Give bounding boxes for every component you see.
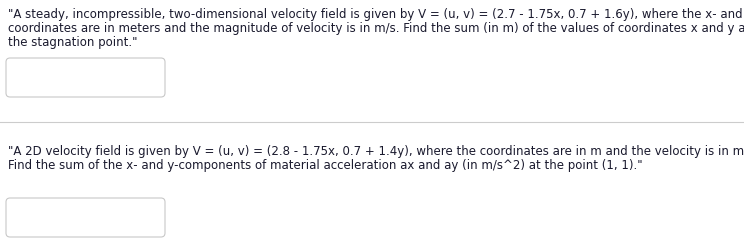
Text: Find the sum of the x- and y-components of material acceleration ax and ay (in m: Find the sum of the x- and y-components … [8, 159, 643, 172]
Text: coordinates are in meters and the magnitude of velocity is in m/s. Find the sum : coordinates are in meters and the magnit… [8, 22, 744, 35]
FancyBboxPatch shape [6, 198, 165, 237]
Text: "A 2D velocity field is given by V = (u, v) = (2.8 - 1.75x, 0.7 + 1.4y), where t: "A 2D velocity field is given by V = (u,… [8, 145, 744, 158]
Text: "A steady, incompressible, two-dimensional velocity field is given by V = (u, v): "A steady, incompressible, two-dimension… [8, 8, 744, 21]
FancyBboxPatch shape [6, 58, 165, 97]
Text: the stagnation point.": the stagnation point." [8, 36, 138, 49]
